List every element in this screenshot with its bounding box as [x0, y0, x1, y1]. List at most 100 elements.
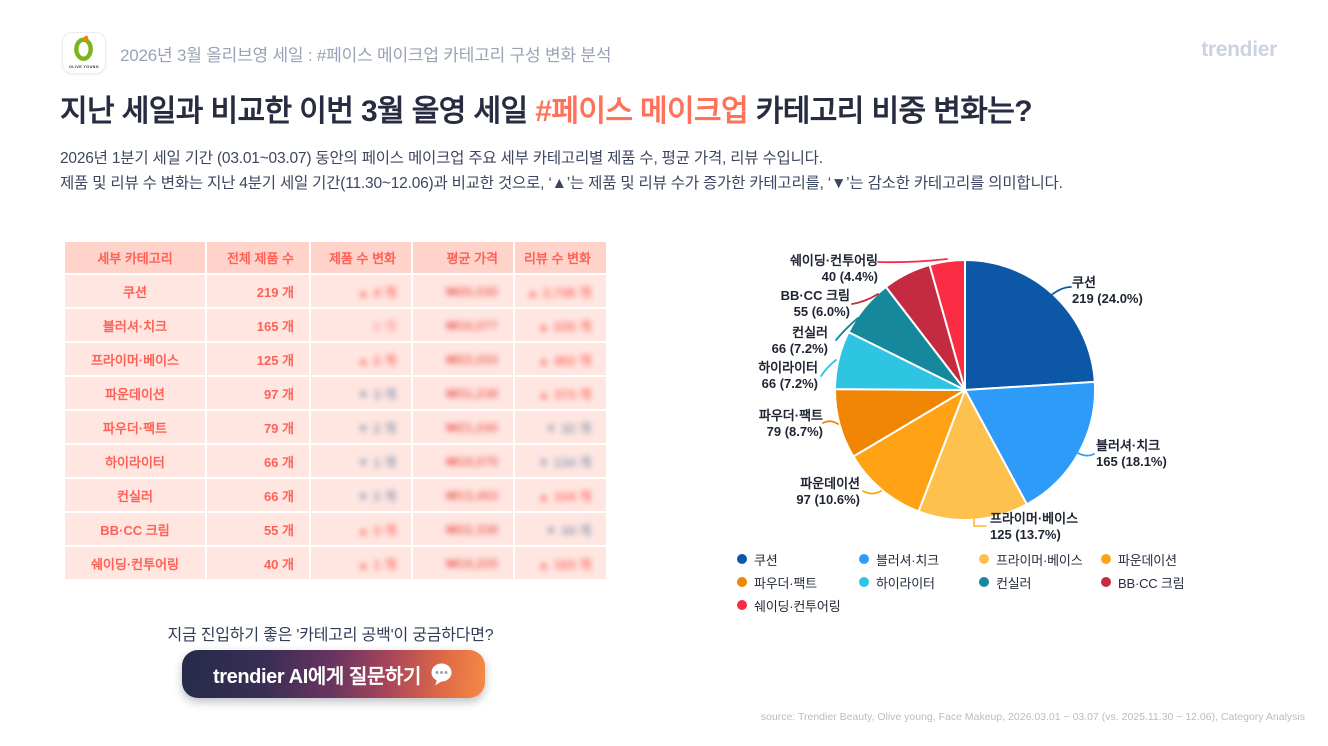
cell-category: 프라이머·베이스	[65, 343, 205, 375]
cell-category: 파운데이션	[65, 377, 205, 409]
cell-avg-price: ₩19,205	[413, 547, 513, 579]
pie-leader-line	[973, 515, 987, 527]
table-column-header: 리뷰 수 변화	[515, 242, 606, 273]
pie-leader-line	[877, 258, 948, 264]
cell-product-change: ▼ 3 개	[311, 377, 411, 409]
cell-total-products: 125 개	[207, 343, 309, 375]
legend-color-dot	[979, 577, 989, 587]
cell-category: 하이라이터	[65, 445, 205, 477]
cell-review-change: ▲ 2,748 개	[515, 275, 606, 307]
legend-item-2: 블러셔·치크	[859, 552, 939, 568]
cell-total-products: 66 개	[207, 479, 309, 511]
cell-avg-price: ₩16,077	[413, 309, 513, 341]
cell-total-products: 55 개	[207, 513, 309, 545]
svg-text:OLIVE YOUNG: OLIVE YOUNG	[69, 65, 99, 69]
pie-chart: 쿠션 219 (24.0%) 블러셔·치크 165 (18.1%) 프라이머·베이스 12…	[700, 240, 1310, 635]
description-line1: 2026년 1분기 세일 기간 (03.01~03.07) 동안의 페이스 메이…	[60, 150, 823, 167]
table-row: 쉐이딩·컨투어링 40 개 ▲ 1 개 ₩19,205 ▲ 163 개	[65, 547, 606, 579]
headline-highlight: #페이스 메이크업	[535, 95, 749, 128]
cell-category: 블러셔·치크	[65, 309, 205, 341]
cell-review-change: ▲ 104 개	[515, 479, 606, 511]
table-row: 파운데이션 97 개 ▼ 3 개 ₩31,238 ▲ 373 개	[65, 377, 606, 409]
cell-category: 파우더·팩트	[65, 411, 205, 443]
table-row: BB·CC 크림 55 개 ▲ 3 개 ₩22,338 ▼ 34 개	[65, 513, 606, 545]
cell-review-change: ▲ 163 개	[515, 547, 606, 579]
legend-label: 하이라이터	[876, 575, 935, 591]
description-line2: 제품 및 리뷰 수 변화는 지난 4분기 세일 기간(11.30~12.06)과…	[60, 175, 1063, 192]
pie-leader-line	[1047, 286, 1072, 299]
description: 2026년 1분기 세일 기간 (03.01~03.07) 동안의 페이스 메이…	[60, 146, 1300, 196]
pie-slice-4	[852, 389, 966, 513]
cell-review-change: ▼ 34 개	[515, 513, 606, 545]
page-title: 지난 세일과 비교한 이번 3월 올영 세일 #페이스 메이크업 카테고리 비중…	[60, 86, 1300, 130]
table-row: 컨실러 66 개 ▼ 2 개 ₩13,463 ▲ 104 개	[65, 479, 606, 511]
cell-product-change: ▼ 2 개	[311, 479, 411, 511]
headline-post: 카테고리 비중 변화는?	[748, 95, 1033, 128]
trendier-logo: trendier	[1201, 38, 1277, 61]
cell-category: 쉐이딩·컨투어링	[65, 547, 205, 579]
legend-item-7: 컨실러	[979, 575, 1032, 591]
table-row: 쿠션 219 개 ▲ 4 개 ₩26,030 ▲ 2,748 개	[65, 275, 606, 307]
cell-total-products: 219 개	[207, 275, 309, 307]
pie-label-9: 쉐이딩·컨투어링 40 (4.4%)	[789, 253, 878, 284]
cell-total-products: 66 개	[207, 445, 309, 477]
pie-label-6: 하이라이터 66 (7.2%)	[758, 360, 818, 391]
cell-review-change: ▼ 32 개	[515, 411, 606, 443]
cell-product-change: ▼ 1 개	[311, 445, 411, 477]
legend-color-dot	[859, 554, 869, 564]
pie-label-8: BB·CC 크림 55 (6.0%)	[780, 288, 850, 319]
pie-leader-line	[835, 317, 859, 341]
legend-item-1: 쿠션	[737, 552, 778, 568]
legend-label: 블러셔·치크	[876, 552, 939, 568]
legend-item-9: 쉐이딩·컨투어링	[737, 598, 841, 614]
source-note: source: Trendier Beauty, Olive young, Fa…	[760, 711, 1305, 723]
cell-category: 컨실러	[65, 479, 205, 511]
cta-caption: 지금 진입하기 좋은 '카테고리 공백'이 궁금하다면?	[167, 627, 494, 644]
pie-leader-line	[822, 420, 839, 425]
legend-label: 컨실러	[996, 575, 1032, 591]
table-column-header: 평균 가격	[413, 242, 513, 273]
legend-color-dot	[737, 577, 747, 587]
table-column-header: 제품 수 변화	[311, 242, 411, 273]
legend-item-8: BB·CC 크림	[1101, 575, 1185, 591]
cell-review-change: ▲ 226 개	[515, 309, 606, 341]
legend-label: BB·CC 크림	[1118, 575, 1185, 591]
pie-slice-9	[928, 258, 966, 391]
headline-pre: 지난 세일과 비교한 이번 3월 올영 세일	[60, 95, 536, 128]
legend-label: 파운데이션	[1118, 552, 1177, 568]
cell-product-change: ▲ 2 개	[311, 343, 411, 375]
pie-chart-canvas	[820, 258, 1097, 527]
cell-avg-price: ₩31,238	[413, 377, 513, 409]
ask-trendier-ai-button[interactable]: trendier AI에게 질문하기	[182, 650, 485, 698]
pie-slice-1	[964, 259, 1096, 391]
category-table: 세부 카테고리 전체 제품 수 제품 수 변화 평균 가격 리뷰 수 변화 쿠션 219 …	[63, 240, 606, 581]
table-column-header: 전체 제품 수	[207, 242, 309, 273]
legend-item-5: 파우더·팩트	[737, 575, 817, 591]
legend-label: 파우더·팩트	[754, 575, 817, 591]
cell-avg-price: ₩18,075	[413, 445, 513, 477]
cell-review-change: ▼ 134 개	[515, 445, 606, 477]
table-header-row: 세부 카테고리 전체 제품 수 제품 수 변화 평균 가격 리뷰 수 변화	[65, 242, 606, 273]
pie-leader-line	[820, 359, 837, 377]
top-bar: OLIVE YOUNG 2026년 3월 올리브영 세일 : #페이스 메이크업…	[62, 31, 611, 75]
cell-total-products: 165 개	[207, 309, 309, 341]
legend-label: 프라이머·베이스	[996, 552, 1083, 568]
cell-category: BB·CC 크림	[65, 513, 205, 545]
cell-product-change: ▲ 1 개	[311, 547, 411, 579]
olive-young-logo-icon: OLIVE YOUNG	[62, 32, 106, 74]
cell-review-change: ▲ 462 개	[515, 343, 606, 375]
report-title: 2026년 3월 올리브영 세일 : #페이스 메이크업 카테고리 구성 변화 …	[120, 45, 612, 65]
cell-avg-price: ₩22,338	[413, 513, 513, 545]
cell-avg-price: ₩22,033	[413, 343, 513, 375]
cell-total-products: 40 개	[207, 547, 309, 579]
legend-color-dot	[1101, 577, 1111, 587]
cell-avg-price: ₩21,240	[413, 411, 513, 443]
speech-bubble-icon	[429, 662, 454, 686]
pie-leader-line	[862, 490, 882, 495]
legend-color-dot	[859, 577, 869, 587]
cell-avg-price: ₩13,463	[413, 479, 513, 511]
pie-leader-line	[851, 293, 879, 305]
